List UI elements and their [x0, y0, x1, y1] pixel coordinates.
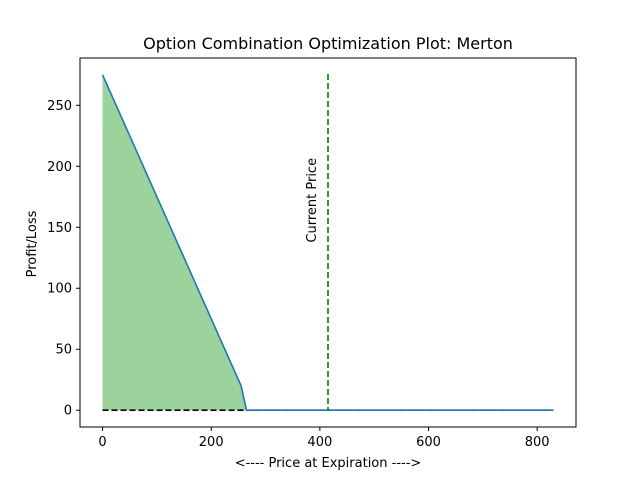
x-tick-label: 0 [98, 435, 106, 450]
y-tick-label: 50 [55, 343, 72, 358]
x-tick-label: 400 [307, 435, 332, 450]
y-tick-label: 150 [47, 221, 72, 236]
y-tick-label: 0 [64, 404, 72, 419]
profit-fill-area [102, 74, 247, 411]
x-axis-ticks: 0 200 400 600 800 [98, 427, 550, 450]
chart-title: Option Combination Optimization Plot: Me… [143, 34, 513, 53]
y-tick-label: 100 [47, 282, 72, 297]
x-tick-label: 600 [416, 435, 441, 450]
x-tick-label: 800 [525, 435, 550, 450]
plot-area [101, 74, 554, 412]
axes-frame [79, 57, 577, 428]
y-axis-label: Profit/Loss [25, 210, 40, 277]
x-axis-label: <---- Price at Expiration ----> [235, 456, 422, 471]
y-tick-label: 250 [47, 99, 72, 114]
y-tick-label: 200 [47, 160, 72, 175]
y-axis-ticks: 0 50 100 150 200 250 [47, 99, 80, 419]
x-tick-label: 200 [199, 435, 224, 450]
current-price-label: Current Price [305, 158, 320, 243]
